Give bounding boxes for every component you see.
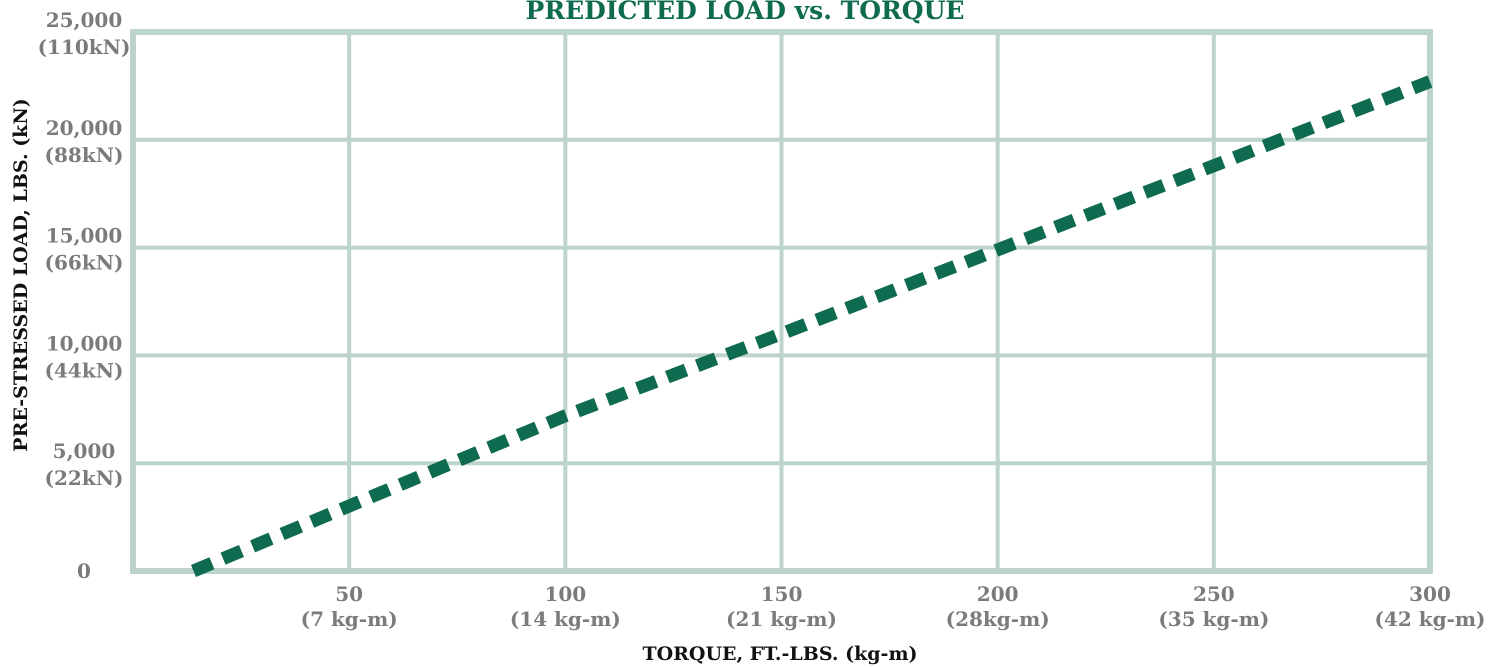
y-tick-sublabel: (22kN) <box>45 466 124 490</box>
x-tick-label: 100 <box>544 582 586 606</box>
y-tick-label: 5,000 <box>53 439 116 463</box>
x-tick-sublabel: (14 kg-m) <box>510 607 621 631</box>
x-tick-sublabel: (7 kg-m) <box>301 607 398 631</box>
x-tick-sublabel: (35 kg-m) <box>1158 607 1269 631</box>
x-tick-label: 50 <box>335 582 363 606</box>
y-tick-sublabel: (44kN) <box>45 358 124 382</box>
y-tick-label: 20,000 <box>46 116 123 140</box>
x-tick-sublabel: (28kg-m) <box>946 607 1050 631</box>
y-tick-sublabel: (66kN) <box>45 251 124 275</box>
y-axis-label: PRE-STRESSED LOAD, LBS. (kN) <box>10 98 32 451</box>
x-axis-ticks: 50(7 kg-m) 100(14 kg-m) 150(21 kg-m) 200(28… <box>301 582 1486 631</box>
x-tick-sublabel: (42 kg-m) <box>1374 607 1485 631</box>
y-tick-sublabel: (110kN) <box>38 35 131 59</box>
x-tick-sublabel: (21 kg-m) <box>726 607 837 631</box>
y-tick-label: 25,000 <box>46 8 123 32</box>
chart-title: PREDICTED LOAD vs. TORQUE <box>526 0 965 25</box>
y-tick-sublabel: (88kN) <box>45 143 124 167</box>
y-tick-label: 0 <box>77 559 91 583</box>
x-tick-label: 200 <box>977 582 1019 606</box>
x-tick-label: 250 <box>1193 582 1235 606</box>
x-tick-label: 150 <box>761 582 803 606</box>
y-tick-label: 15,000 <box>46 224 123 248</box>
x-tick-label: 300 <box>1409 582 1451 606</box>
y-tick-label: 10,000 <box>46 331 123 355</box>
y-axis-ticks: 0 5,000 (22kN) 10,000 (44kN) 15,000 (66kN) 20,0… <box>38 8 131 583</box>
series-line <box>190 75 1433 577</box>
plot-frame <box>130 29 1433 574</box>
x-axis-label: TORQUE, FT.-LBS. (kg-m) <box>642 643 917 665</box>
gridlines <box>133 32 1430 571</box>
